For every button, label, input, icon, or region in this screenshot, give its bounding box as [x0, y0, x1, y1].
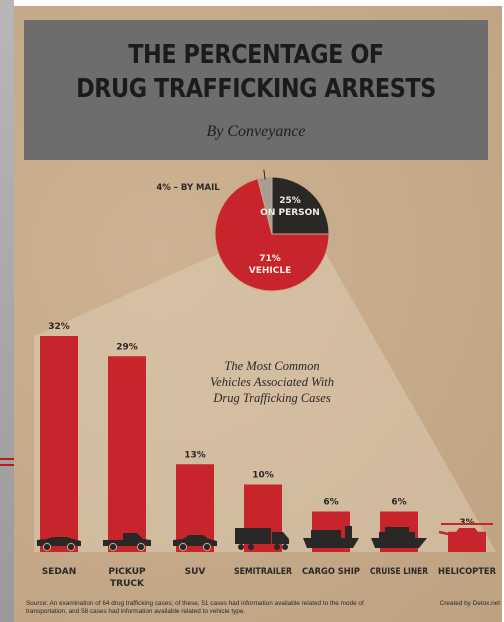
category-label-3: SUV [185, 567, 206, 577]
annotation-line-2: Vehicles Associated With [210, 375, 334, 389]
icon-wheel [178, 542, 188, 552]
title-banner: THE PERCENTAGE OF DRUG TRAFFICKING ARRES… [24, 20, 488, 160]
category-label-6: CRUISE LINER [370, 567, 428, 577]
icon-wheel [202, 542, 212, 552]
icon-hull [371, 538, 427, 548]
category-label-5: CARGO SHIP [302, 567, 360, 577]
category-label-4: SEMITRAILER [234, 567, 292, 577]
category-label-1: SEDAN [42, 567, 77, 577]
icon-wheel [238, 544, 244, 550]
credit-note: Created by Detox.net [439, 600, 500, 607]
pie-label-on-person: ON PERSON [260, 208, 320, 218]
bar-value-label-3: 13% [184, 450, 206, 460]
bar-value-label-7: 3% [459, 518, 474, 528]
source-note: Source: An examination of 64 drug traffi… [26, 600, 364, 615]
icon-wheel [248, 544, 254, 550]
bar-sedan [40, 336, 78, 552]
annotation-line-1: The Most Common [224, 359, 319, 373]
icon-cab [272, 532, 289, 544]
icon-wheel [282, 544, 288, 550]
sedan-icon [37, 537, 81, 552]
icon-deck [379, 532, 415, 538]
pie-label-vehicle-value: 71% [259, 254, 281, 264]
page-title: THE PERCENTAGE OF DRUG TRAFFICKING ARRES… [56, 38, 455, 106]
chart-canvas: 25% ON PERSON 71% VEHICLE 4% – BY MAIL The Mo… [34, 169, 496, 589]
icon-containers [311, 530, 341, 538]
cruise-liner-icon [371, 527, 427, 548]
pie-label-on-person-value: 25% [279, 196, 301, 206]
adjacent-window-edge [0, 0, 14, 622]
pie-slice-vehicle [214, 178, 330, 292]
subtitle: By Conveyance [206, 123, 306, 140]
infographic-poster: THE PERCENTAGE OF DRUG TRAFFICKING ARRES… [14, 6, 502, 622]
pie-label-vehicle: VEHICLE [249, 266, 291, 276]
icon-wheel [274, 544, 280, 550]
bar-value-label-4: 10% [252, 471, 274, 481]
icon-tail [438, 530, 454, 537]
suv-icon [173, 535, 217, 552]
icon-wheel [136, 542, 146, 552]
bar-value-label-5: 6% [323, 498, 338, 508]
icon-hull [303, 538, 359, 548]
icon-wheel [108, 542, 118, 552]
icon-wheel [66, 542, 76, 552]
title-line-2: DRUG TRAFFICKING ARRESTS [76, 74, 436, 104]
bar-value-label-1: 32% [48, 322, 70, 332]
category-label-2-1: PICKUP [108, 567, 146, 577]
category-label-7: HELICOPTER [438, 567, 496, 577]
icon-bridge [345, 526, 352, 538]
title-line-1: THE PERCENTAGE OF [128, 40, 384, 70]
category-label-2-2: TRUCK [110, 579, 145, 589]
semitrailer-icon [235, 528, 289, 550]
icon-body [103, 533, 151, 546]
bar-value-label-2: 29% [116, 342, 138, 352]
icon-deck [385, 527, 409, 532]
icon-cabin [453, 528, 481, 542]
bar-pickup-truck [108, 356, 146, 552]
bar-value-label-6: 6% [391, 498, 406, 508]
pie-label-by-mail: 4% – BY MAIL [156, 183, 220, 193]
icon-trailer [235, 528, 271, 544]
pie-callout-line [263, 169, 266, 180]
spotlight-cone [34, 254, 496, 552]
icon-wheel [42, 542, 52, 552]
annotation-line-3: Drug Trafficking Cases [212, 391, 331, 405]
pie-slice-on-person [271, 176, 330, 235]
helicopter-icon [438, 523, 493, 547]
pickup-truck-icon [103, 533, 151, 552]
cargo-ship-icon [303, 526, 359, 548]
